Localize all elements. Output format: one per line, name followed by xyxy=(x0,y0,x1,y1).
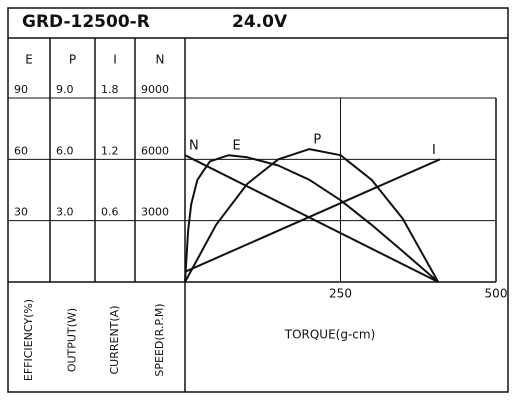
y-tick-label: 3000 xyxy=(141,206,169,219)
axis-label: SPEED(R.P.M) xyxy=(153,303,166,376)
series-label: I xyxy=(432,143,436,158)
curve xyxy=(184,148,440,283)
chart-subtitle: 24.0V xyxy=(232,12,288,32)
curve xyxy=(184,158,441,273)
y-tick-label: 1.8 xyxy=(101,83,119,96)
y-tick-label: 60 xyxy=(14,144,28,157)
y-tick-label: 6000 xyxy=(141,144,169,157)
axis-name: E xyxy=(25,53,33,67)
x-tick-label: 250 xyxy=(329,287,352,301)
axis-name: N xyxy=(156,53,165,67)
y-tick-label: 30 xyxy=(14,206,28,219)
y-tick-label: 90 xyxy=(14,83,28,96)
x-axis-label: TORQUE(g-cm) xyxy=(284,328,376,342)
series-label: E xyxy=(233,139,241,154)
series-label: N xyxy=(189,139,199,154)
y-tick-label: 1.2 xyxy=(101,144,119,157)
y-tick-label: 6.0 xyxy=(56,144,74,157)
y-tick-label: 9000 xyxy=(141,83,169,96)
y-tick-label: 9.0 xyxy=(56,83,74,96)
axis-label: OUTPUT(W) xyxy=(66,308,79,372)
chart-title: GRD-12500-R xyxy=(22,12,150,32)
axis-name: I xyxy=(113,53,117,67)
outer-frame xyxy=(7,7,509,393)
series-label: P xyxy=(313,133,321,148)
curve xyxy=(184,154,439,283)
y-tick-label: 0.6 xyxy=(101,206,119,219)
axis-label: EFFICIENCY(%) xyxy=(22,299,35,381)
axis-name: P xyxy=(69,53,76,67)
x-tick-label: 500 xyxy=(485,287,508,301)
y-tick-label: 3.0 xyxy=(56,206,74,219)
axis-label: CURRENT(A) xyxy=(108,305,121,374)
curve xyxy=(184,154,439,283)
